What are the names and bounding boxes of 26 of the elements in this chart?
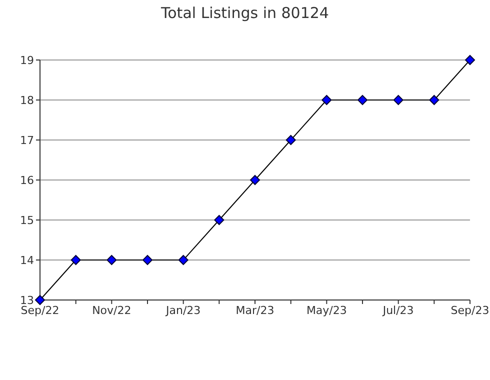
point bbox=[286, 135, 296, 145]
x-tick-label: Jan/23 bbox=[164, 304, 201, 317]
chart-title: Total Listings in 80124 bbox=[160, 4, 330, 22]
point bbox=[178, 255, 188, 265]
x-tick-label: Mar/23 bbox=[236, 304, 274, 317]
point bbox=[322, 95, 332, 105]
point bbox=[142, 255, 152, 265]
point bbox=[70, 255, 81, 265]
y-tick-label: 18 bbox=[20, 94, 34, 107]
point bbox=[429, 95, 440, 105]
y-tick-label: 15 bbox=[20, 214, 34, 227]
point bbox=[358, 95, 368, 105]
point bbox=[35, 295, 45, 305]
point bbox=[214, 215, 224, 225]
y-tick-label: 16 bbox=[20, 174, 34, 187]
point bbox=[106, 255, 117, 265]
point bbox=[465, 55, 475, 65]
x-tick-label: May/23 bbox=[306, 304, 347, 317]
y-tick-label: 17 bbox=[20, 134, 34, 147]
x-tick-label: Jul/23 bbox=[382, 304, 414, 317]
x-tick-label: Sep/23 bbox=[450, 304, 490, 317]
x-tick-label: Nov/22 bbox=[92, 304, 132, 317]
point bbox=[250, 175, 260, 185]
y-tick-label: 19 bbox=[20, 54, 34, 67]
y-tick-label: 14 bbox=[20, 254, 34, 267]
point bbox=[393, 95, 404, 105]
